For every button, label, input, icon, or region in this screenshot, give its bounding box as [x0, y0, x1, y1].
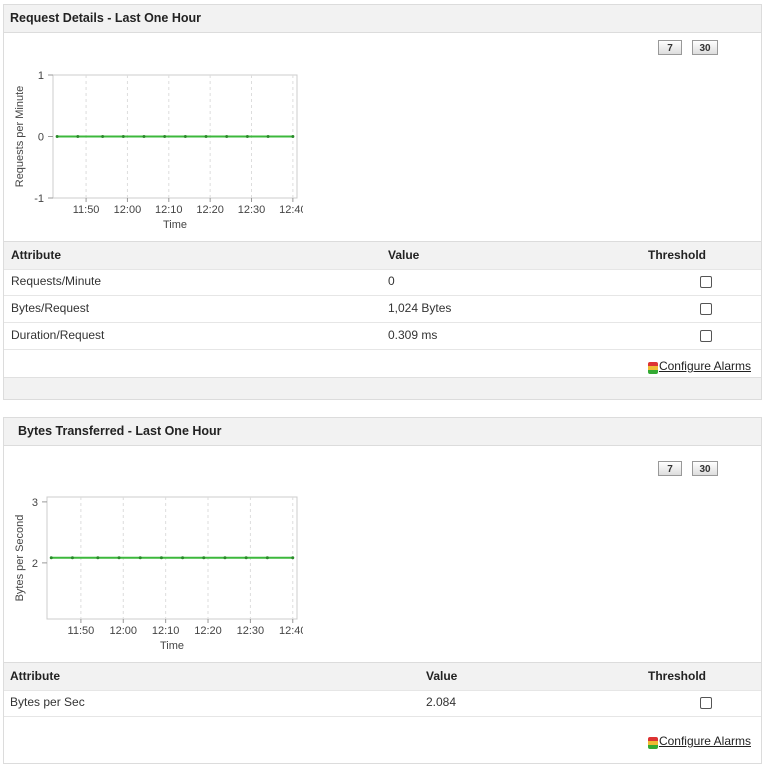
data-point: [181, 556, 185, 560]
panel-title: Bytes Transferred - Last One Hour: [18, 424, 222, 438]
table-cell: Bytes/Request: [11, 301, 90, 315]
data-point: [291, 135, 295, 138]
data-point: [96, 556, 100, 560]
panel: Bytes Transferred - Last One Hour 7 30 11:5…: [3, 417, 762, 764]
table-row: Bytes per Sec 2.084: [4, 689, 761, 717]
table-row: Bytes/Request 1,024 Bytes: [4, 295, 761, 323]
data-point: [138, 556, 142, 560]
column-header: Value: [388, 248, 420, 262]
y-axis-label: Requests per Minute: [14, 86, 26, 188]
x-tick-label: 12:40: [279, 625, 303, 637]
data-point: [225, 135, 229, 138]
data-point: [223, 556, 227, 560]
threshold-icon[interactable]: [700, 276, 712, 288]
data-point: [183, 135, 187, 138]
footer-band: [4, 377, 761, 399]
data-point: [101, 135, 105, 138]
data-point: [121, 135, 125, 138]
column-header: Attribute: [10, 669, 60, 683]
column-header: Threshold: [648, 248, 707, 262]
table-cell: 2.084: [426, 695, 457, 709]
table-cell: Requests/Minute: [11, 274, 102, 288]
data-point: [142, 135, 146, 138]
y-axis-label: Bytes per Second: [14, 515, 26, 602]
table-row: Requests/Minute 0: [4, 268, 761, 296]
configure-alarms-link[interactable]: Configure Alarms: [658, 359, 751, 373]
table-header: Attribute Value Threshold: [4, 662, 761, 691]
threshold-icon[interactable]: [700, 330, 712, 342]
y-tick-label: 1: [38, 70, 44, 82]
x-tick-label: 12:20: [196, 204, 224, 216]
x-tick-label: 11:50: [73, 204, 100, 216]
x-tick-label: 12:20: [194, 625, 222, 637]
x-tick-label: 12:10: [152, 625, 180, 637]
data-point: [70, 556, 74, 560]
alarm-icon: [648, 737, 658, 749]
x-axis-label: Time: [160, 640, 184, 652]
x-tick-label: 12:40: [279, 204, 303, 216]
x-tick-label: 12:00: [110, 625, 138, 637]
data-point: [117, 556, 121, 560]
data-point: [202, 556, 206, 560]
x-tick-label: 12:30: [237, 625, 265, 637]
chart: 11:50 12:00 12:10 12:20 12:30 12:40 -1 0 1 Time Re…: [14, 70, 303, 231]
data-point: [291, 556, 295, 560]
column-header: Value: [426, 669, 458, 683]
x-tick-label: 12:00: [114, 204, 142, 216]
data-point: [163, 135, 167, 138]
data-point: [265, 556, 269, 560]
chart: 11:50 12:00 12:10 12:20 12:30 12:40 2 3 Time Byte…: [14, 496, 303, 652]
data-point: [244, 556, 248, 560]
table-cell: Bytes per Sec: [10, 695, 85, 709]
period-button[interactable]: 30: [692, 40, 718, 55]
data-point: [266, 135, 270, 138]
data-point: [55, 135, 59, 138]
threshold-icon[interactable]: [700, 697, 712, 709]
period-button[interactable]: 30: [692, 461, 718, 476]
table-row: Duration/Request 0.309 ms: [4, 322, 761, 350]
panel: Request Details - Last One Hour 7 30 11:50 1…: [3, 4, 762, 400]
panel-header: Bytes Transferred - Last One Hour: [4, 418, 761, 446]
y-tick-label: -1: [34, 193, 44, 205]
table-cell: 1,024 Bytes: [388, 301, 452, 315]
x-tick-label: 12:10: [155, 204, 183, 216]
panel-header: Request Details - Last One Hour: [4, 5, 761, 33]
threshold-icon[interactable]: [700, 303, 712, 315]
column-header: Attribute: [11, 248, 61, 262]
alarm-icon: [648, 362, 658, 374]
y-tick-label: 0: [38, 132, 44, 144]
table-cell: Duration/Request: [11, 328, 105, 342]
table-header: Attribute Value Threshold: [4, 241, 761, 270]
column-header: Threshold: [648, 669, 707, 683]
x-tick-label: 11:50: [68, 625, 95, 637]
table-cell: 0: [388, 274, 395, 288]
data-point: [245, 135, 249, 138]
configure-alarms-link[interactable]: Configure Alarms: [658, 734, 751, 748]
data-point: [76, 135, 80, 138]
period-button[interactable]: 7: [658, 40, 682, 55]
data-point: [49, 556, 53, 560]
y-tick-label: 3: [32, 497, 38, 509]
data-point: [159, 556, 163, 560]
y-tick-label: 2: [32, 558, 38, 570]
x-axis-label: Time: [163, 219, 187, 231]
panel-title: Request Details - Last One Hour: [10, 11, 202, 25]
data-point: [204, 135, 208, 138]
period-button[interactable]: 7: [658, 461, 682, 476]
x-tick-label: 12:30: [238, 204, 266, 216]
table-cell: 0.309 ms: [388, 328, 438, 342]
